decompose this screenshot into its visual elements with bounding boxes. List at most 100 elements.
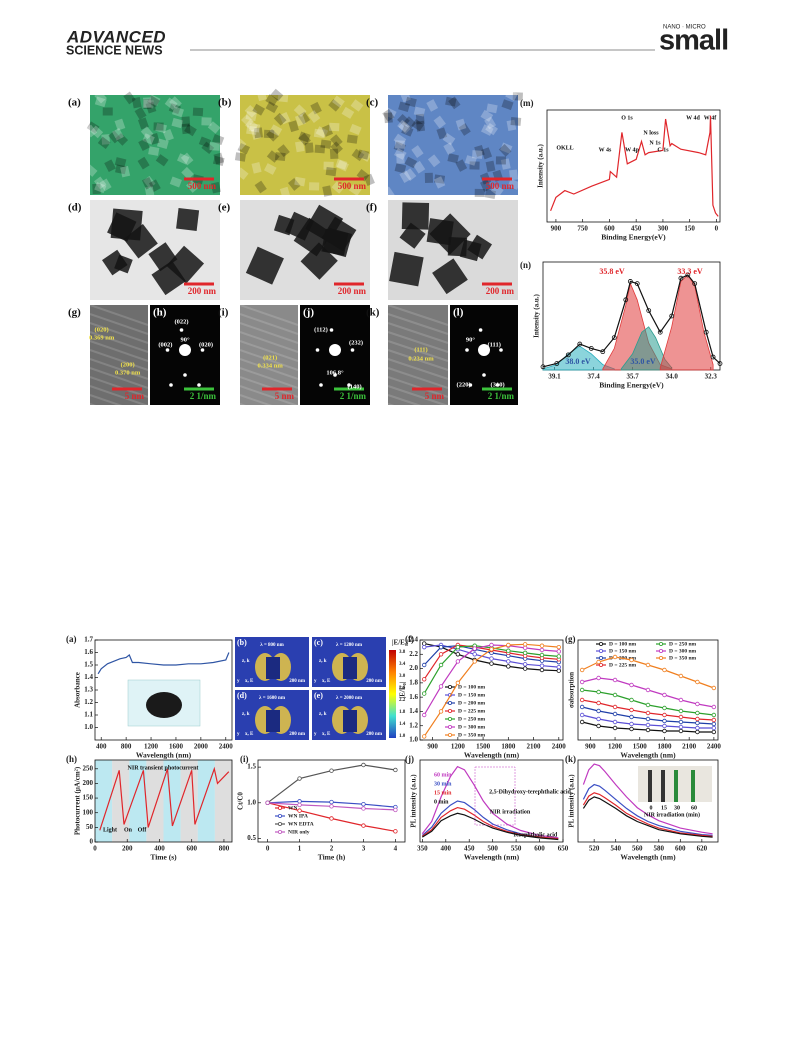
x-tick-label: 2400 xyxy=(552,743,567,751)
particle xyxy=(445,96,457,107)
legend-marker xyxy=(447,709,452,714)
marker xyxy=(556,654,561,659)
particle xyxy=(500,158,511,170)
x-tick-label: 34.0 xyxy=(666,373,679,381)
particle xyxy=(397,114,410,127)
series-line xyxy=(421,806,559,840)
diffraction-spot xyxy=(200,348,205,352)
particle xyxy=(307,110,321,123)
diffraction-spot xyxy=(350,348,355,352)
particle xyxy=(120,165,131,178)
panel-label: (j) xyxy=(405,754,414,764)
panel-label: (k) xyxy=(366,307,380,319)
annotation: 90° xyxy=(180,336,190,343)
panel-label: (e) xyxy=(314,691,323,700)
annotation: OKLL xyxy=(556,145,573,151)
diffraction-spot xyxy=(197,383,201,387)
particle xyxy=(288,120,299,133)
particle xyxy=(481,124,494,136)
y-tick-label: 1.5 xyxy=(247,763,256,771)
particle xyxy=(201,117,212,126)
particle xyxy=(512,92,523,101)
marker xyxy=(645,687,651,693)
scale-label: 5 nm xyxy=(275,391,295,401)
marker xyxy=(393,807,398,813)
particle xyxy=(235,167,249,180)
particle xyxy=(330,134,343,148)
colorbar-tick: 1.8 xyxy=(399,710,406,715)
series-line xyxy=(582,763,713,835)
legend-marker xyxy=(599,656,604,661)
annotation: (111) xyxy=(414,346,427,353)
y-tick-label: 1.4 xyxy=(409,707,418,715)
marker xyxy=(611,335,617,341)
y-tick-label: 1.3 xyxy=(84,686,93,694)
annotation: On xyxy=(124,827,133,833)
panel-label: (b) xyxy=(218,97,232,109)
x-tick-label: 150 xyxy=(684,225,695,233)
lattice-fringe xyxy=(89,358,149,380)
particle xyxy=(411,145,424,158)
lattice-fringe xyxy=(387,358,449,380)
particle xyxy=(443,142,456,155)
marker xyxy=(422,712,427,718)
area xyxy=(659,274,714,371)
marker xyxy=(596,675,601,681)
legend-marker xyxy=(659,649,664,654)
x-tick-label: 350 xyxy=(417,845,428,853)
colorbar-tick: 1.0 xyxy=(399,734,406,739)
scale-label: 2 1/nm xyxy=(488,391,515,401)
particle xyxy=(433,115,446,129)
particle xyxy=(102,107,113,116)
particle xyxy=(164,97,178,110)
marker xyxy=(329,799,334,805)
legend-marker xyxy=(659,656,664,661)
particle xyxy=(308,182,320,191)
marker xyxy=(612,692,618,698)
marker xyxy=(297,776,302,781)
particle xyxy=(143,98,152,110)
legend-label: D = 225 nm xyxy=(458,708,486,714)
lattice-fringe xyxy=(89,376,149,398)
x-tick-label: 520 xyxy=(589,845,600,853)
y-tick-label: 2.4 xyxy=(409,636,418,644)
light-band xyxy=(180,760,198,842)
diffraction-spot xyxy=(319,383,323,387)
x-tick-label: 600 xyxy=(604,225,615,233)
particle xyxy=(405,96,417,108)
x-tick-label: 37.4 xyxy=(587,373,600,381)
particle xyxy=(426,99,439,112)
legend-label: WN IPA xyxy=(288,813,308,819)
particle xyxy=(397,119,410,133)
marker xyxy=(565,352,571,358)
particle xyxy=(315,126,329,138)
lattice-fringe xyxy=(89,331,149,353)
x-tick-label: 0 xyxy=(715,225,719,233)
marker xyxy=(627,279,633,284)
x-tick-label: 1 xyxy=(298,845,302,853)
particle xyxy=(250,128,262,140)
y-axis-label: Intensity (a.u.) xyxy=(537,143,545,187)
x-axis-label: Wavelength (nm) xyxy=(620,853,676,862)
marker xyxy=(678,697,684,703)
y-tick-label: 1.7 xyxy=(84,636,93,644)
crystal xyxy=(401,202,430,230)
particle xyxy=(393,133,407,146)
x-axis-label: Wavelength (nm) xyxy=(136,751,192,760)
light-band xyxy=(95,760,113,842)
annotation: (220) xyxy=(457,381,471,388)
marker xyxy=(662,692,667,698)
marker xyxy=(600,349,606,355)
marker xyxy=(579,679,585,685)
colorbar-tick: 3.0 xyxy=(399,674,406,679)
annotation: W 4d xyxy=(686,115,700,121)
x-tick-label: 580 xyxy=(654,845,665,853)
y-tick-label: 100 xyxy=(83,808,94,816)
annotation: Light xyxy=(103,827,117,833)
particle xyxy=(481,147,493,160)
axis-hint: z, k xyxy=(242,712,250,717)
particle xyxy=(332,95,345,108)
particle xyxy=(148,179,161,192)
particle xyxy=(155,154,169,167)
